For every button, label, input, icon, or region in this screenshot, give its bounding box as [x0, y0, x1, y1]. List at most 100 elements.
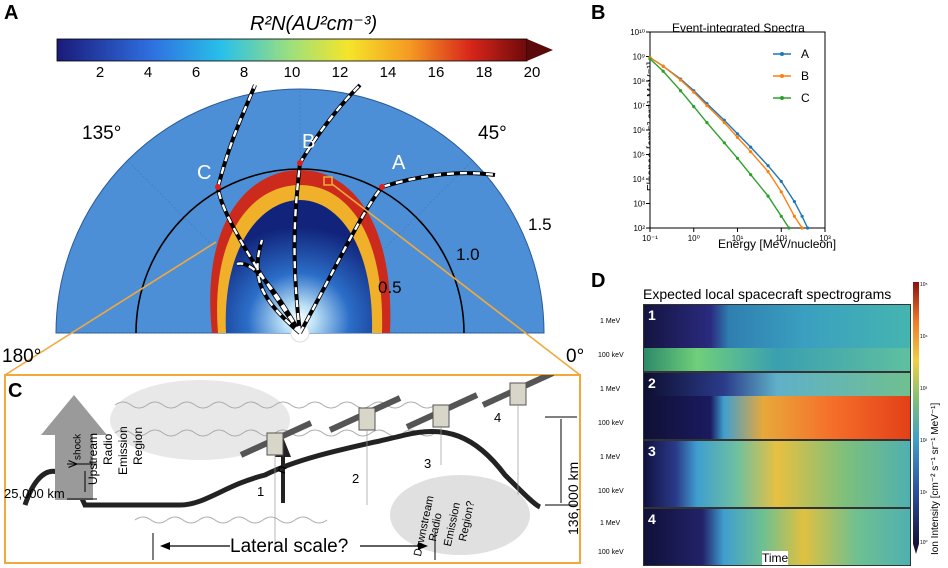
- ion-intensity-label: Ion Intensity [cm⁻² s⁻¹ sr⁻¹ MeV⁻¹]: [930, 402, 941, 555]
- spacecraft-2: [328, 395, 402, 505]
- series-point-A: [735, 132, 740, 136]
- spectrogram-xlabel: Time: [762, 551, 789, 565]
- lateral-scale: Lateral scale?: [230, 536, 349, 557]
- scale-25000: 25,000 km: [4, 486, 65, 501]
- series-point-A: [779, 179, 783, 183]
- series-point-B: [779, 190, 783, 194]
- cb-tick: 8: [239, 64, 249, 81]
- series-point-C: [678, 89, 683, 93]
- x-tick-label: 10⁰: [688, 234, 700, 243]
- craft-3-label: 3: [424, 456, 432, 471]
- series-point-B: [705, 103, 709, 108]
- cb-tick: 10: [283, 64, 301, 81]
- cb-tick: 20: [523, 64, 541, 81]
- sp3-ylab-100kev: 100 keV: [598, 488, 624, 495]
- radius-label-05: 0.5: [378, 278, 402, 297]
- upstream-line-1: Radio: [101, 433, 115, 465]
- y-tick-label: 10⁸: [633, 77, 645, 86]
- series-point-A: [805, 226, 810, 230]
- spectrogram-number: 3: [648, 443, 656, 459]
- series-point-B: [766, 170, 770, 174]
- craft-2-label: 2: [352, 471, 360, 486]
- point-c-label: C: [197, 162, 212, 184]
- legend-marker-C: [780, 96, 784, 100]
- point-c-marker: [215, 184, 221, 190]
- cb-tick: 4: [143, 64, 153, 81]
- series-point-C: [787, 226, 791, 230]
- series-point-A: [749, 145, 753, 149]
- spectrogram-3: 3: [643, 440, 911, 508]
- y-tick-label: 10⁵: [633, 151, 645, 160]
- panel-d-letter: D: [591, 270, 606, 292]
- cb-tick: 18: [475, 64, 493, 81]
- panel-c-frame: [4, 374, 581, 564]
- cb-tick: 10²: [920, 438, 928, 444]
- series-point-B: [661, 64, 665, 68]
- legend-marker-A: [780, 52, 784, 56]
- sp2-ylab-1mev: 1 MeV: [600, 386, 621, 393]
- cb-tick: 10⁵: [920, 282, 928, 288]
- spectra-chart: 10⁻¹ 10⁰ 10¹ 10² 10³ 10² 10³ 10⁴ 10⁵ 10⁶ 10⁷ 10⁸ 10⁹…: [630, 28, 831, 243]
- angle-135: 135°: [82, 123, 122, 144]
- series-point-C: [779, 214, 783, 218]
- ion-intensity-colorbar: [913, 282, 919, 554]
- y-tick-label: 10⁴: [633, 175, 646, 184]
- series-point-C: [722, 141, 726, 145]
- x-tick-label: 10³: [819, 234, 831, 243]
- angle-0: 0°: [566, 346, 585, 367]
- point-b-marker: [297, 160, 303, 166]
- y-tick-label: 10¹⁰: [630, 28, 645, 37]
- legend-label-C: C: [801, 91, 810, 105]
- sp1-ylab-100kev: 100 keV: [598, 352, 624, 359]
- panel-c-diagram: [22, 375, 577, 560]
- spectrogram-number: 2: [648, 375, 656, 391]
- vshock-label: Vshock: [66, 434, 83, 468]
- y-tick-label: 10²: [633, 224, 645, 233]
- cb-tick: 10⁴: [920, 334, 928, 340]
- x-tick-label: 10⁻¹: [642, 234, 658, 243]
- y-tick-label: 10³: [633, 200, 645, 209]
- series-point-B: [692, 90, 696, 94]
- spectrogram-number: 1: [648, 307, 656, 323]
- series-point-C: [735, 156, 740, 160]
- craft-4-label: 4: [494, 410, 502, 425]
- series-point-B: [800, 226, 804, 230]
- upstream-line-0: Upstream: [86, 432, 100, 485]
- series-point-B: [678, 78, 683, 82]
- upstream-line-2: Emission: [116, 426, 130, 475]
- radius-label-10: 1.0: [456, 245, 480, 264]
- cb-tick: 10⁰: [920, 540, 928, 546]
- x-tick-label: 10¹: [732, 234, 744, 243]
- plot-area: [649, 31, 826, 229]
- spacecraft-1: [239, 420, 313, 550]
- scale-136000: 136,000 km: [565, 461, 581, 535]
- sp4-ylab-1mev: 1 MeV: [600, 520, 621, 527]
- series-point-C: [661, 69, 665, 73]
- series-point-A: [792, 199, 797, 204]
- cb-tick: 14: [379, 64, 397, 81]
- legend-label-A: A: [801, 47, 809, 61]
- colorbar-title: R²N(AU²cm⁻³): [250, 13, 378, 35]
- spacecraft-3: [405, 392, 479, 465]
- series-point-C: [705, 121, 709, 125]
- sp1-ylab-1mev: 1 MeV: [600, 318, 621, 325]
- vshock-v: V: [66, 459, 80, 468]
- shock-inner: [225, 200, 373, 333]
- cb-tick: 6: [191, 64, 201, 81]
- sp2-ylab-100kev: 100 keV: [598, 420, 624, 427]
- y-tick-label: 10⁶: [633, 126, 645, 135]
- x-tick-label: 10²: [775, 234, 787, 243]
- zoom-box: [323, 176, 333, 186]
- sp4-ylab-100kev: 100 keV: [598, 549, 624, 556]
- spectrogram-2: 2: [643, 372, 911, 440]
- panel-b-letter: B: [591, 2, 606, 24]
- vshock-arrow: [41, 395, 107, 500]
- spectrogram-number: 4: [648, 511, 656, 527]
- cb-tick: 10¹: [920, 490, 928, 496]
- panel-c-letter: C: [8, 380, 23, 402]
- angle-180: 180°: [2, 346, 42, 367]
- cb-tick: 12: [331, 64, 349, 81]
- colorbar: [56, 38, 528, 62]
- radius-label-15: 1.5: [528, 215, 552, 234]
